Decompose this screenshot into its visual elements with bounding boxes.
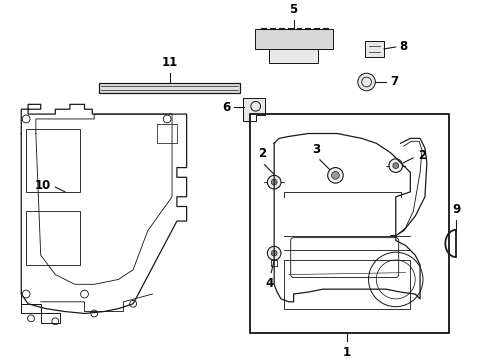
Circle shape [392,163,398,168]
Bar [364,41,383,57]
Text: 11: 11 [162,56,178,69]
Bar [284,260,409,309]
Bar [26,129,80,192]
Text: 6: 6 [222,101,230,114]
Bar [254,30,332,49]
Text: 1: 1 [343,346,350,359]
Polygon shape [243,98,265,121]
Text: 10: 10 [34,179,50,192]
Text: 2: 2 [258,147,266,160]
Circle shape [267,246,281,260]
Text: 9: 9 [451,203,459,216]
Text: 5: 5 [289,3,297,16]
Text: 4: 4 [264,278,273,291]
Circle shape [357,73,375,91]
Text: 3: 3 [311,143,320,156]
Circle shape [388,159,402,172]
Bar [26,211,80,265]
Circle shape [271,250,277,256]
Text: 7: 7 [389,76,397,89]
Bar [249,114,448,333]
Text: 8: 8 [399,40,407,54]
Text: 2: 2 [417,149,426,162]
Circle shape [327,167,343,183]
Circle shape [271,179,277,185]
Circle shape [331,171,339,179]
Bar [269,49,317,63]
Circle shape [267,175,281,189]
Bar [99,83,240,93]
